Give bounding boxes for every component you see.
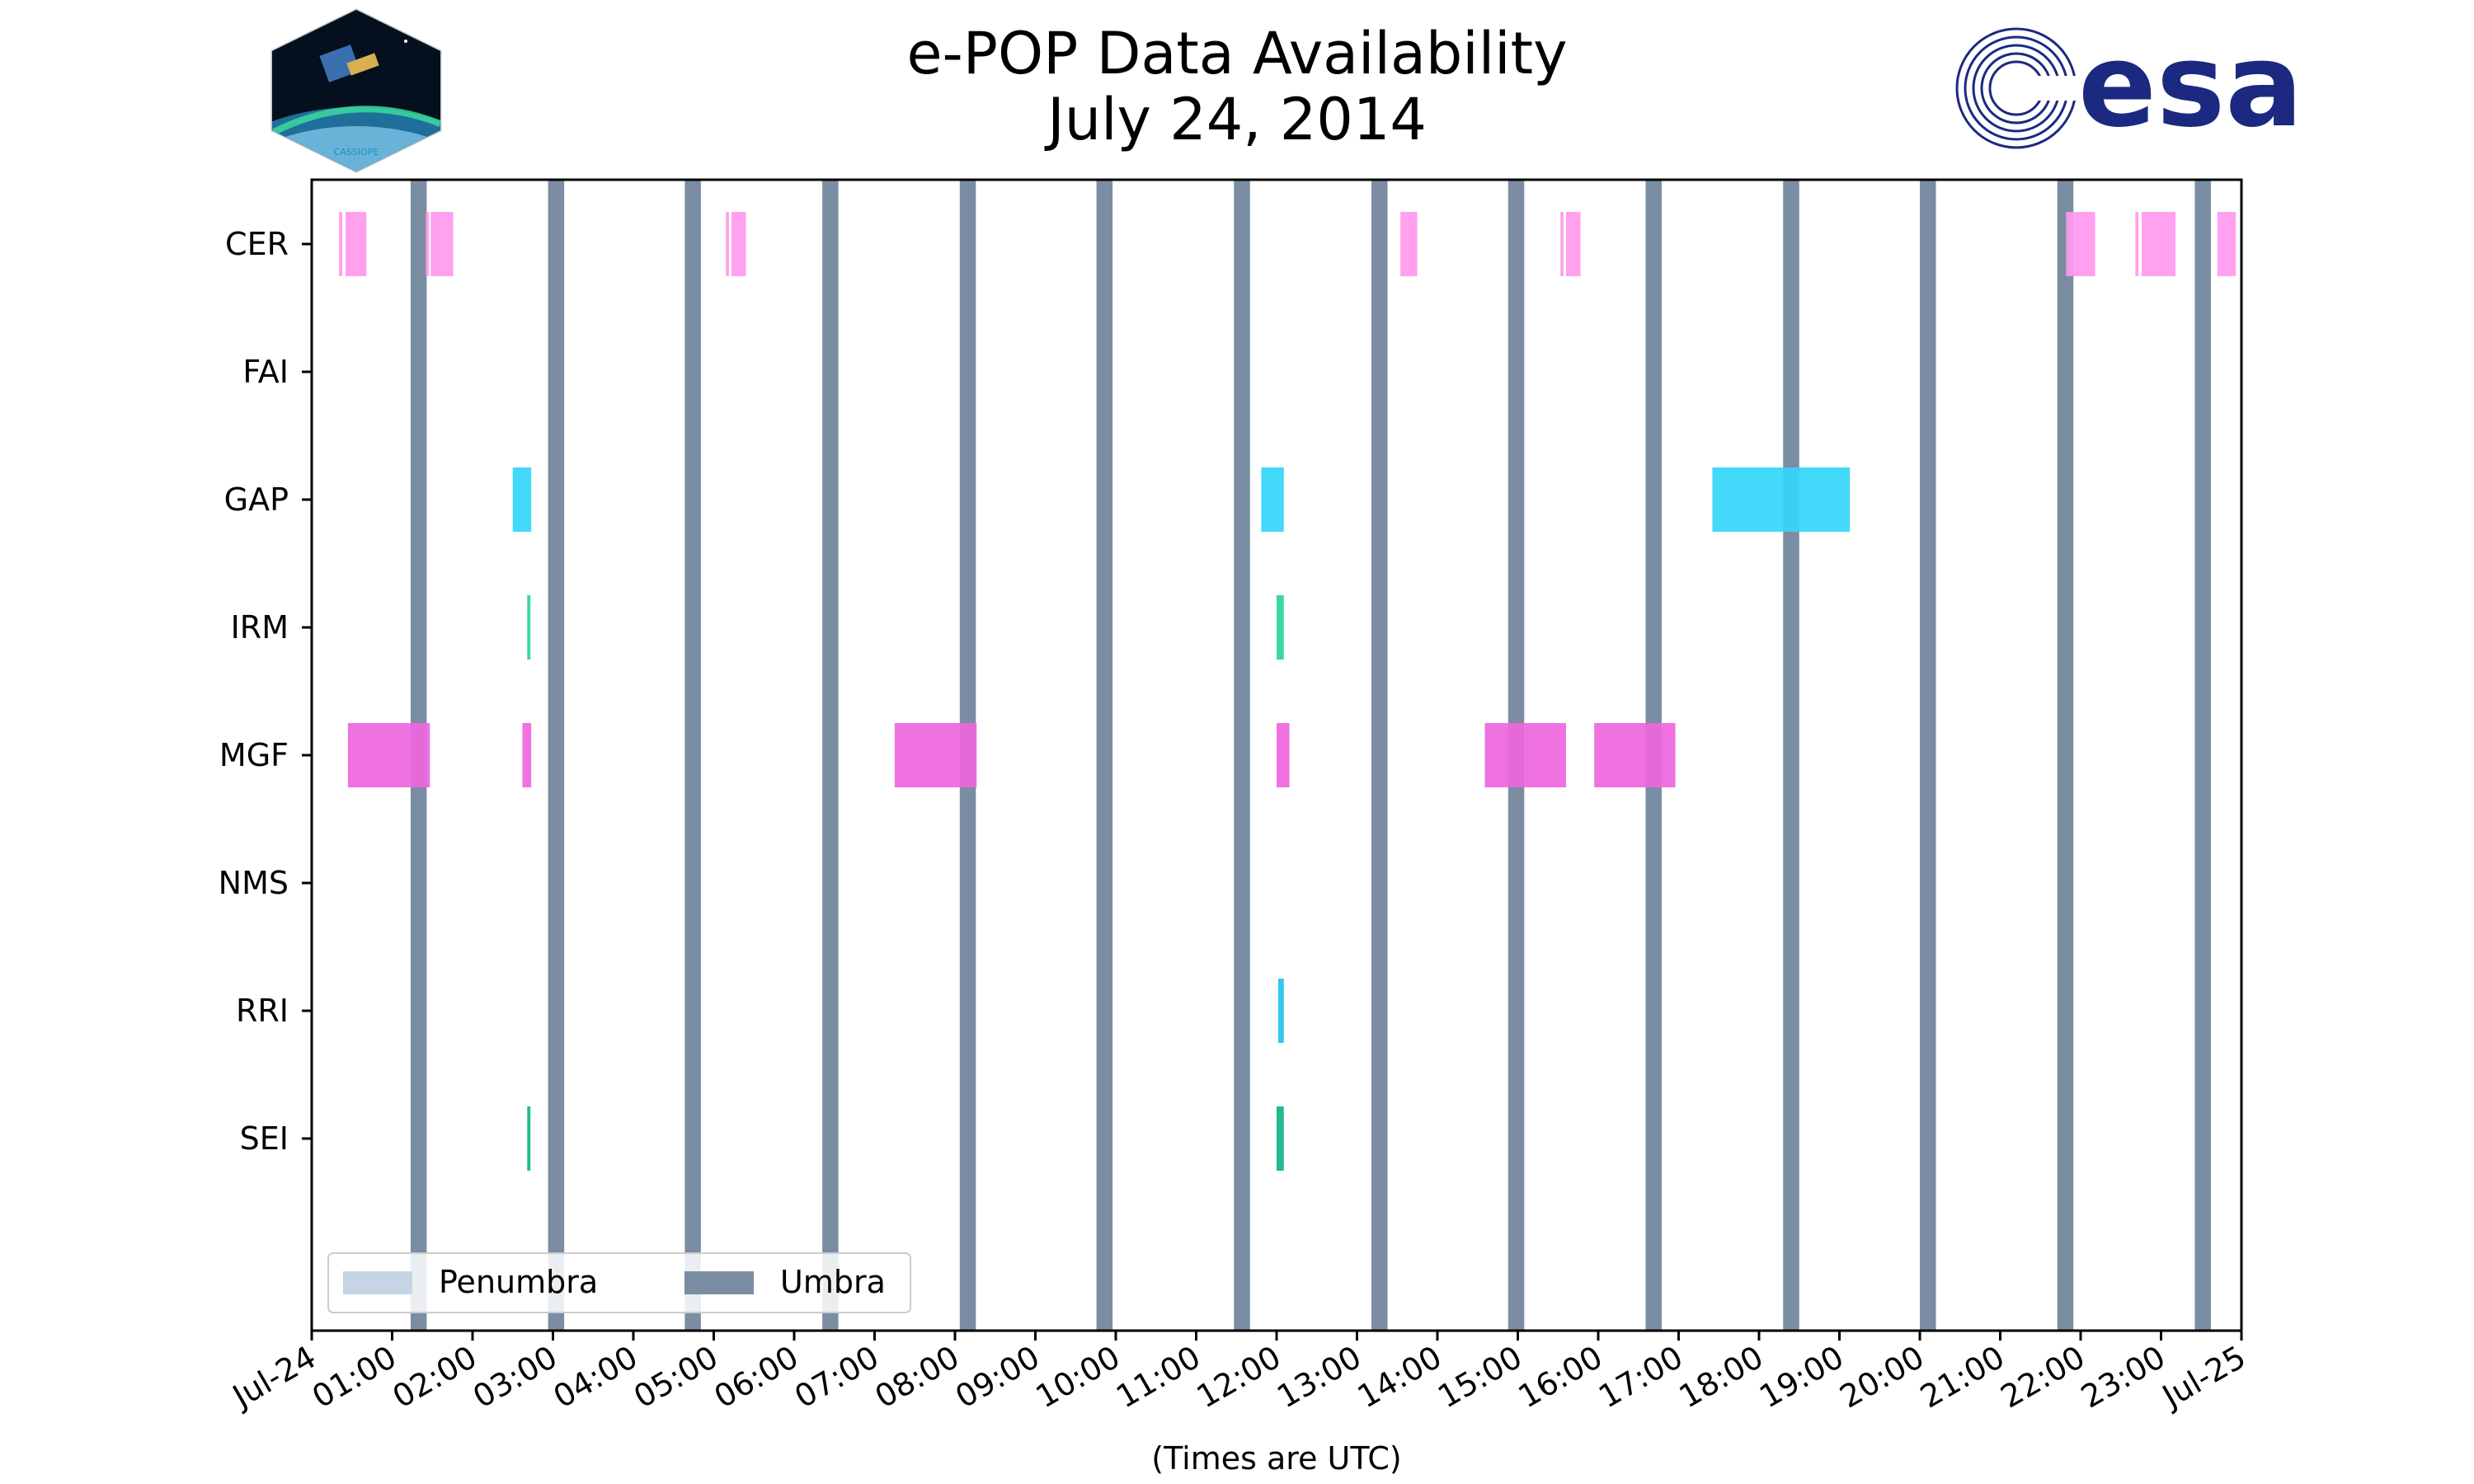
cassiope-logo: CASSIOPE <box>270 8 442 173</box>
x-tick-label: 12:00 <box>1191 1339 1287 1416</box>
availability-bar-gap <box>512 467 532 532</box>
x-tick-label: 23:00 <box>2075 1339 2171 1416</box>
availability-bar-cer <box>2135 212 2139 276</box>
umbra-band <box>684 180 701 1331</box>
umbra-band <box>2057 180 2074 1331</box>
availability-bar-cer <box>726 212 730 276</box>
y-tick-label: MGF <box>219 737 289 773</box>
x-tick-label: 03:00 <box>467 1339 563 1416</box>
umbra-band <box>1096 180 1113 1331</box>
esa-logo: esa <box>1955 19 2303 153</box>
availability-bar-sei <box>1277 1106 1284 1171</box>
availability-bar-cer <box>339 212 343 276</box>
availability-bar-cer <box>430 212 454 276</box>
x-tick-label: 01:00 <box>306 1339 402 1416</box>
availability-bar-rri <box>1277 979 1284 1043</box>
availability-bar-cer <box>2142 212 2176 276</box>
x-tick-label: 07:00 <box>788 1339 885 1416</box>
x-tick-label: 02:00 <box>387 1339 483 1416</box>
legend: Penumbra Umbra <box>327 1252 911 1313</box>
x-tick-label: 11:00 <box>1110 1339 1206 1416</box>
y-tick-label: RRI <box>236 993 289 1029</box>
x-tick-label: 15:00 <box>1432 1339 1528 1416</box>
x-tick-label: Jul-25 <box>2155 1339 2251 1416</box>
availability-bar-cer <box>2217 212 2236 276</box>
availability-bar-mgf <box>894 723 977 787</box>
x-tick-label: 13:00 <box>1271 1339 1367 1416</box>
y-tick-label: IRM <box>231 609 289 646</box>
y-tick-label: NMS <box>219 865 289 901</box>
x-tick-label: 04:00 <box>548 1339 644 1416</box>
y-tick-label: GAP <box>224 481 289 518</box>
y-tick-label: SEI <box>240 1120 289 1157</box>
x-tick-label: Jul-24 <box>225 1339 322 1416</box>
x-tick-label: 21:00 <box>1914 1339 2011 1416</box>
availability-bar-cer <box>345 212 367 276</box>
chart-subtitle: July 24, 2014 <box>1047 86 1427 153</box>
x-tick-label: 09:00 <box>949 1339 1046 1416</box>
x-tick-label: 05:00 <box>628 1339 724 1416</box>
umbra-band <box>1920 180 1936 1331</box>
y-tick-label: FAI <box>242 354 289 390</box>
legend-penumbra-swatch <box>343 1271 412 1294</box>
x-tick-label: 16:00 <box>1512 1339 1609 1416</box>
availability-bar-mgf <box>347 723 430 787</box>
availability-bar-irm <box>1277 595 1284 660</box>
availability-bar-mgf <box>1277 723 1290 787</box>
x-tick-label: 08:00 <box>869 1339 966 1416</box>
umbra-band <box>2194 180 2211 1331</box>
x-tick-label: 17:00 <box>1592 1339 1689 1416</box>
x-tick-label: 10:00 <box>1030 1339 1126 1416</box>
availability-bar-gap <box>1261 467 1284 532</box>
legend-umbra-swatch <box>684 1271 754 1294</box>
umbra-band <box>1371 180 1388 1331</box>
legend-umbra-label: Umbra <box>780 1264 886 1300</box>
chart-title: e-POP Data Availability <box>906 20 1568 87</box>
umbra-band <box>548 180 565 1331</box>
umbra-band <box>822 180 839 1331</box>
availability-bar-cer <box>2066 212 2095 276</box>
legend-penumbra-label: Penumbra <box>439 1264 598 1300</box>
availability-bar-cer <box>1566 212 1581 276</box>
x-tick-label: 20:00 <box>1834 1339 1931 1416</box>
availability-bar-mgf <box>522 723 532 787</box>
availability-bar-mgf <box>1484 723 1566 787</box>
umbra-band <box>1234 180 1250 1331</box>
x-tick-label: 18:00 <box>1673 1339 1770 1416</box>
availability-bar-cer <box>1560 212 1564 276</box>
x-tick-label: 19:00 <box>1753 1339 1850 1416</box>
umbra-band <box>1783 180 1799 1331</box>
esa-logo-text: esa <box>2078 19 2303 153</box>
availability-bar-cer <box>426 212 430 276</box>
availability-bar-cer <box>731 212 746 276</box>
x-axis-label: (Times are UTC) <box>1151 1440 1401 1477</box>
availability-bar-gap <box>1712 467 1851 532</box>
y-tick-label: CER <box>225 226 289 262</box>
x-tick-label: 06:00 <box>708 1339 805 1416</box>
availability-bar-sei <box>527 1106 531 1171</box>
availability-bar-cer <box>1400 212 1418 276</box>
legend-box <box>327 1252 911 1313</box>
x-tick-label: 22:00 <box>1995 1339 2091 1416</box>
availability-bar-irm <box>527 595 531 660</box>
cassiope-logo-text: CASSIOPE <box>334 147 379 157</box>
x-tick-label: 14:00 <box>1352 1339 1448 1416</box>
availability-bar-mgf <box>1594 723 1676 787</box>
